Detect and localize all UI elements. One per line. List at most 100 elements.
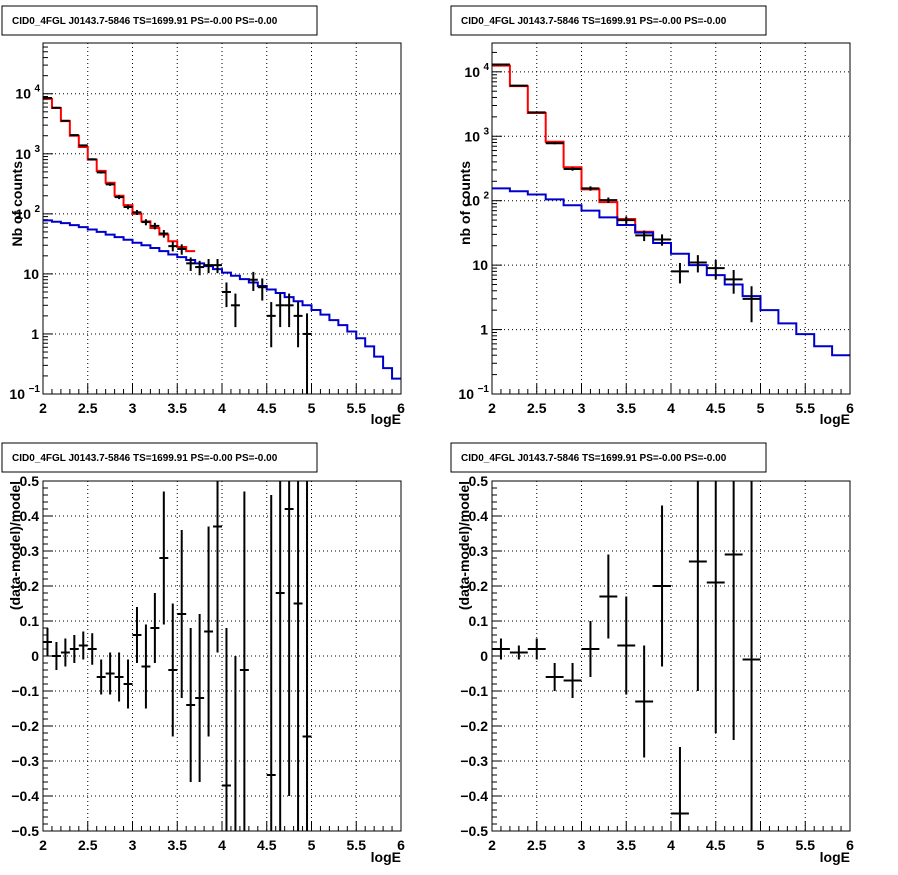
y-axis-title: (data-model)/model: [7, 481, 23, 610]
plot-frame: [42, 42, 402, 395]
x-tick-label: 6: [397, 837, 405, 853]
data-point: [177, 530, 187, 698]
data-point: [69, 635, 79, 663]
x-tick-label: 5: [308, 837, 316, 853]
x-tick-label: 5.5: [796, 400, 816, 416]
y-tick-exponent: 4: [483, 62, 489, 73]
data-point: [266, 495, 276, 831]
x-axis-title: logE: [371, 411, 401, 427]
data-point: [159, 230, 169, 238]
y-tick-labels: −0.5 −0.4 −0.3 −0.2 −0.1 0 0.1 0.2 0.3 0.4 0.5: [460, 473, 488, 839]
data-point: [545, 663, 564, 691]
x-tick-label: 3.5: [617, 837, 637, 853]
data-point: [671, 747, 689, 831]
data-point: [132, 607, 142, 663]
data-point: [617, 216, 636, 225]
y-tick-label: 0.3: [20, 543, 40, 559]
x-tick-label: 4: [667, 400, 675, 416]
y-tick-label: 10: [464, 193, 480, 209]
data-point: [293, 481, 303, 831]
data-point: [213, 481, 222, 653]
data-point: [563, 663, 582, 698]
x-tick-label: 5.5: [347, 837, 367, 853]
y-tick-label: −0.4: [460, 788, 488, 804]
data-point: [87, 633, 97, 665]
data-point: [78, 144, 88, 147]
x-tick-label: 3: [578, 400, 586, 416]
y-tick-exponent: −1: [29, 384, 41, 395]
plot-frame: [491, 42, 851, 395]
data-point: [293, 302, 303, 348]
data-point: [706, 481, 725, 733]
data-point: [724, 270, 743, 294]
data-point: [43, 628, 52, 656]
x-tick-label: 3.5: [168, 837, 188, 853]
data-point: [653, 234, 671, 246]
y-tick-exponent: 2: [483, 191, 489, 202]
data-point: [581, 186, 600, 191]
y-tick-labels: −0.5 −0.4 −0.3 −0.2 −0.1 0 0.1 0.2 0.3 0.4 0.5: [11, 473, 39, 839]
data-point: [222, 282, 231, 308]
data-point: [509, 645, 528, 660]
data-point: [545, 142, 564, 145]
data-point: [527, 638, 546, 660]
data-point: [509, 84, 528, 87]
y-tick-label: 1: [31, 326, 39, 342]
data-point: [159, 491, 169, 625]
data-point: [248, 271, 258, 291]
data-point: [275, 481, 285, 831]
data-point: [563, 167, 582, 171]
data-point: [742, 481, 761, 831]
x-tick-label: 4.5: [706, 400, 726, 416]
data-point: [60, 638, 70, 667]
data-point: [51, 106, 61, 109]
data-point: [266, 302, 276, 348]
data-point: [742, 286, 761, 323]
x-tick-label: 4.5: [706, 837, 726, 853]
series-layer: [43, 96, 401, 394]
data-point: [69, 134, 79, 137]
data-point: [204, 259, 214, 274]
x-tick-label: 6: [846, 837, 854, 853]
x-tick-label: 4: [218, 837, 226, 853]
y-tick-label: 1: [480, 322, 488, 338]
data-point: [96, 171, 106, 174]
y-tick-label: −0.2: [11, 718, 39, 734]
x-tick-label: 4: [667, 837, 675, 853]
panel-spectrum-left: CID0_4FGL J0143.7-5846 TS=1699.91 PS=-0.…: [1, 5, 405, 427]
y-tick-exponent: −1: [478, 384, 490, 395]
x-tick-labels: 2 2.5 3 3.5 4 4.5 5 5.5 6: [39, 400, 405, 416]
y-tick-label: 0.1: [20, 613, 40, 629]
data-point: [706, 260, 725, 280]
data-point: [114, 195, 124, 200]
y-tick-label: 10: [472, 257, 488, 273]
data-point: [284, 481, 294, 796]
y-tick-label: 10: [15, 146, 31, 162]
series-layer: [492, 63, 850, 357]
data-point: [302, 481, 312, 831]
y-tick-label: 0.5: [20, 473, 40, 489]
data-point: [43, 96, 52, 99]
data-point: [195, 614, 205, 782]
data-point: [186, 628, 196, 782]
title: CID0_4FGL J0143.7-5846 TS=1699.91 PS=-0.…: [461, 16, 727, 27]
y-tick-label: −0.1: [11, 683, 39, 699]
data-point: [60, 119, 70, 122]
data-point: [123, 659, 133, 709]
data-point: [599, 554, 618, 639]
data-point: [275, 293, 285, 328]
panel-spectrum-right: CID0_4FGL J0143.7-5846 TS=1699.91 PS=-0.…: [450, 5, 854, 427]
y-tick-label: 10: [15, 86, 31, 102]
data-point: [150, 222, 160, 230]
y-tick-label: −0.5: [11, 823, 39, 839]
x-tick-label: 2.5: [527, 400, 547, 416]
grid: [492, 43, 850, 394]
x-tick-label: 3.5: [168, 400, 188, 416]
y-tick-label: 10: [464, 128, 480, 144]
title: CID0_4FGL J0143.7-5846 TS=1699.91 PS=-0.…: [12, 453, 278, 464]
axis-ticks: [491, 51, 851, 395]
x-tick-label: 5: [308, 400, 316, 416]
data-point: [78, 631, 88, 660]
